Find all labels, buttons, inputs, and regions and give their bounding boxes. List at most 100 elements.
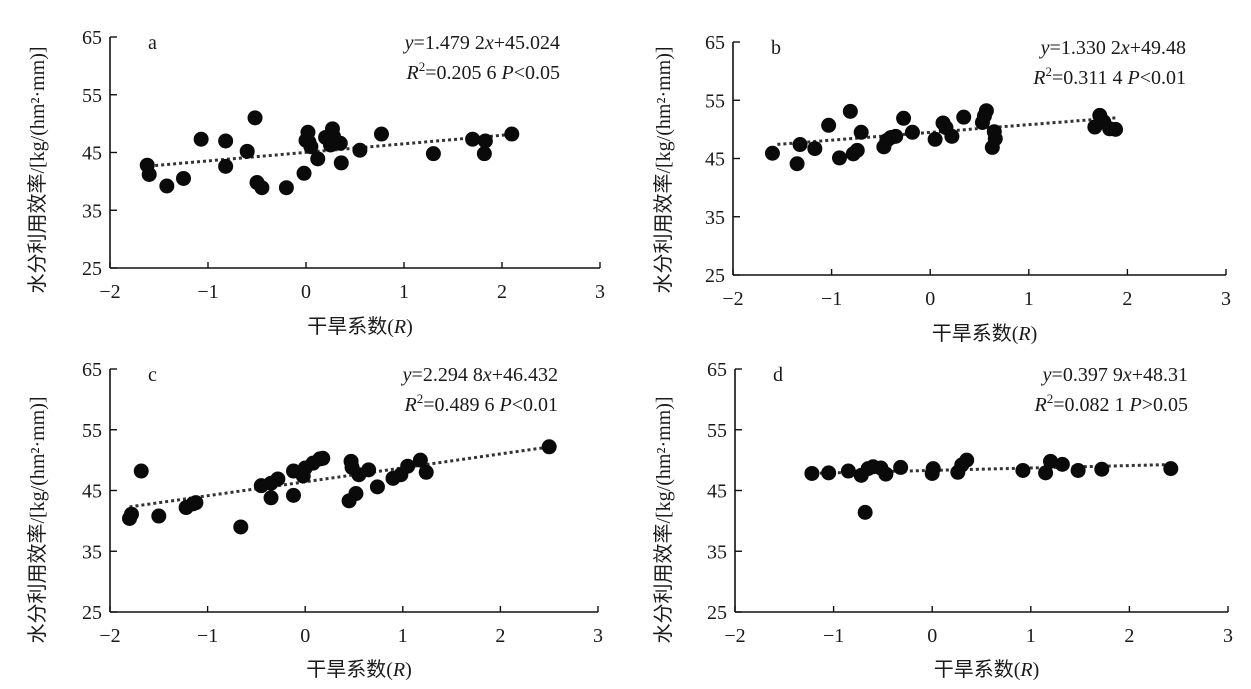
regression-equation: y=1.479 2x+45.024	[403, 32, 560, 54]
data-point	[849, 142, 865, 158]
data-point	[904, 124, 920, 140]
data-point	[840, 463, 856, 479]
x-tick-label: 3	[1223, 625, 1233, 647]
data-point	[959, 452, 975, 468]
panel-d: 25 35 45 55 65 −2 −1 0 1 2 3 干旱系数(R) 水分利用效率/[kg/(hm²…	[652, 359, 1233, 681]
data-point	[1163, 461, 1179, 477]
data-point	[418, 464, 434, 480]
panel-a: 25 35 45 55 65 −2 −1 0 1 2 3 干旱系数(R) 水分利用效率/[kg/(hm²…	[26, 27, 605, 338]
panel-c: 25 35 45 55 65 −2 −1 0 1 2 3 干旱系数(R) 水分利用效率/[kg/(hm²…	[26, 359, 603, 681]
data-point	[927, 131, 943, 147]
data-point	[764, 145, 780, 161]
x-tick-label: 1	[1026, 625, 1036, 647]
data-point	[303, 139, 319, 155]
data-point	[188, 495, 204, 511]
data-point	[233, 519, 249, 535]
x-tick-label: 2	[495, 625, 505, 647]
data-point	[218, 133, 234, 149]
data-point	[857, 504, 873, 520]
data-point	[296, 165, 312, 181]
data-point	[278, 180, 294, 196]
x-tick-label: −2	[724, 625, 745, 647]
x-tick-label: 3	[595, 281, 605, 303]
y-tick-label: 35	[707, 541, 727, 563]
data-point	[310, 151, 326, 167]
y-tick-label: 25	[82, 602, 102, 624]
data-point	[263, 490, 279, 506]
data-point	[361, 462, 377, 478]
x-tick-label: 2	[497, 281, 507, 303]
x-axis-title: 干旱系数(R)	[934, 658, 1040, 681]
data-point	[247, 110, 263, 126]
y-tick-label: 55	[705, 90, 725, 112]
data-point	[1038, 465, 1054, 481]
data-point	[504, 126, 520, 142]
data-point	[176, 170, 191, 186]
regression-equation: y=0.397 9x+48.31	[1041, 364, 1188, 386]
y-axis-title: 水分利用效率/[kg/(hm²·mm)]	[26, 46, 49, 293]
y-axis-title: 水分利用效率/[kg/(hm²·mm)]	[26, 396, 49, 643]
y-tick-label: 45	[82, 481, 102, 503]
data-point	[1054, 456, 1070, 472]
panel-label: c	[148, 364, 157, 386]
x-tick-label: 3	[593, 625, 603, 647]
data-point	[369, 479, 385, 495]
x-tick-label: −1	[197, 281, 218, 303]
x-tick-label: 0	[301, 281, 311, 303]
data-point	[270, 471, 286, 487]
panel-b: 25 35 45 55 65 −2 −1 0 1 2 3 干旱系数(R) 水分利用效率/[kg/(hm²…	[652, 32, 1231, 345]
r-squared-annotation: R2=0.082 1 P>0.05	[1034, 391, 1189, 416]
trendline	[129, 445, 550, 509]
data-point	[842, 103, 858, 119]
x-tick-label: 3	[1221, 288, 1231, 310]
y-tick-label: 25	[705, 265, 725, 287]
regression-equation: y=2.294 8x+46.432	[401, 364, 558, 386]
y-tick-label: 55	[82, 420, 102, 442]
x-tick-label: 0	[925, 288, 935, 310]
x-tick-label: −2	[722, 288, 743, 310]
data-point	[476, 146, 492, 162]
data-point	[218, 158, 234, 174]
data-point	[925, 461, 941, 477]
data-point	[193, 131, 209, 147]
x-tick-label: 1	[1024, 288, 1034, 310]
data-point	[1015, 462, 1031, 478]
y-tick-label: 55	[82, 85, 102, 107]
data-point	[412, 452, 428, 468]
data-point	[477, 133, 493, 149]
panel-label: a	[148, 32, 157, 54]
x-tick-label: 1	[399, 281, 409, 303]
data-point	[400, 458, 416, 474]
r-squared-annotation: R2=0.205 6 P<0.05	[406, 59, 561, 84]
x-axis-title: 干旱系数(R)	[307, 315, 413, 338]
x-tick-label: −1	[821, 288, 842, 310]
y-axis-title: 水分利用效率/[kg/(hm²·mm)]	[652, 46, 675, 293]
data-point	[123, 506, 139, 522]
data-point	[807, 141, 823, 157]
data-point	[151, 508, 167, 524]
x-axis-title: 干旱系数(R)	[932, 322, 1038, 345]
x-tick-label: 0	[927, 625, 937, 647]
data-point	[821, 117, 837, 133]
y-tick-label: 45	[705, 149, 725, 171]
y-tick-label: 65	[82, 359, 102, 381]
data-point	[789, 156, 805, 172]
data-point	[1108, 121, 1124, 137]
y-tick-label: 45	[707, 481, 727, 503]
y-tick-label: 25	[82, 258, 102, 280]
r-squared-annotation: R2=0.489 6 P<0.01	[404, 391, 559, 416]
data-point	[956, 109, 972, 125]
y-tick-label: 65	[707, 359, 727, 381]
data-point	[465, 131, 481, 147]
data-point	[239, 143, 255, 159]
r-squared-annotation: R2=0.311 4 P<0.01	[1032, 64, 1186, 89]
y-tick-label: 65	[82, 27, 102, 49]
data-point	[352, 142, 368, 158]
data-point	[254, 180, 270, 196]
data-point	[792, 137, 808, 153]
regression-equation: y=1.330 2x+49.48	[1039, 37, 1186, 59]
data-point	[133, 463, 149, 479]
data-point	[541, 439, 557, 455]
data-point	[888, 128, 904, 144]
